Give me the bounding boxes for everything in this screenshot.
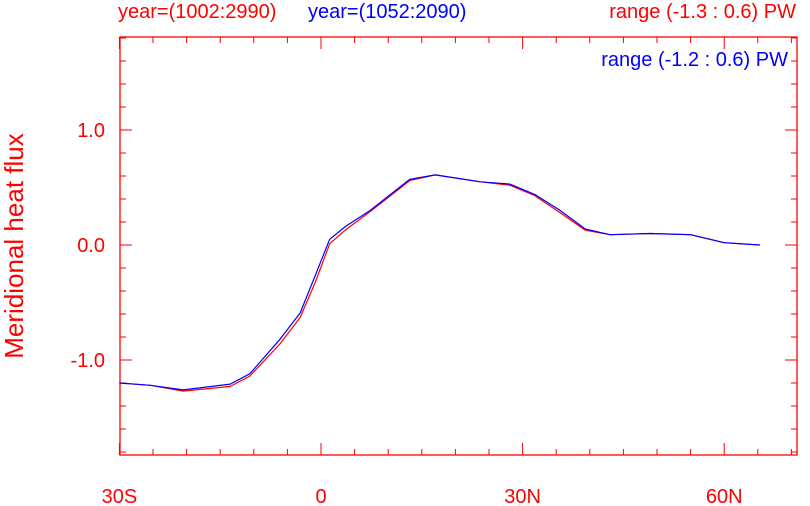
title-right-blue: range (-1.2 : 0.6) PW <box>601 49 788 71</box>
x-tick-label: 30N <box>504 486 541 506</box>
x-tick-label: 0 <box>315 486 326 506</box>
y-tick-label: 1.0 <box>77 120 105 142</box>
title-left-red: year=(1002:2990) <box>118 1 276 23</box>
x-tick-label: 30S <box>102 486 138 506</box>
y-tick-label: -1.0 <box>71 350 105 372</box>
title-right-red: range (-1.3 : 0.6) PW <box>609 1 796 23</box>
series-line-red <box>119 174 760 392</box>
title-left-blue: year=(1052:2090) <box>308 1 466 23</box>
y-tick-label: 0.0 <box>77 235 105 257</box>
x-tick-label: 60N <box>706 486 743 506</box>
plot-frame <box>119 36 798 456</box>
y-axis-label: Meridional heat flux <box>0 133 29 358</box>
series-line-blue <box>119 174 760 391</box>
